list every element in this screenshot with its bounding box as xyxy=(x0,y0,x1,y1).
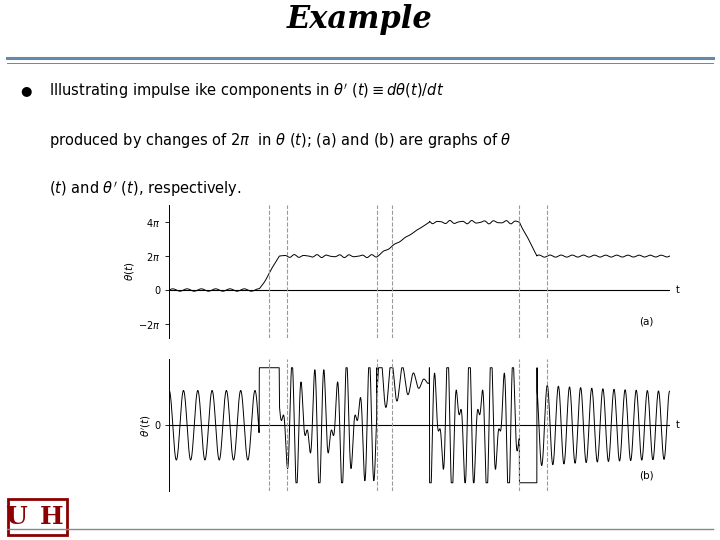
Text: t: t xyxy=(675,420,680,430)
Y-axis label: $\theta^{\prime}(t)$: $\theta^{\prime}(t)$ xyxy=(139,414,153,436)
Y-axis label: $\theta(t)$: $\theta(t)$ xyxy=(123,261,136,281)
Text: $(t)$ and $\theta^{\prime}$ $(t)$, respectively.: $(t)$ and $\theta^{\prime}$ $(t)$, respe… xyxy=(49,180,242,199)
Text: (b): (b) xyxy=(639,470,654,480)
Text: t: t xyxy=(675,285,680,295)
Text: U: U xyxy=(6,505,27,529)
Text: ●: ● xyxy=(20,84,32,97)
Text: Illustrating impulse ike components in $\theta^{\prime}$ $(t) \equiv d\theta(t)/: Illustrating impulse ike components in $… xyxy=(49,82,444,101)
Text: Example: Example xyxy=(287,4,433,35)
Text: (a): (a) xyxy=(639,316,654,326)
Text: produced by changes of $2\pi$  in $\theta$ $(t)$; (a) and (b) are graphs of $\th: produced by changes of $2\pi$ in $\theta… xyxy=(49,131,511,150)
Text: H: H xyxy=(40,505,63,529)
